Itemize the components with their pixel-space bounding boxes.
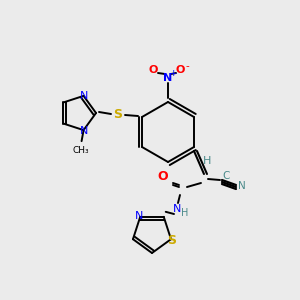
Text: N: N	[238, 181, 246, 191]
Text: N: N	[164, 73, 172, 83]
Text: S: S	[167, 234, 176, 247]
Text: -: -	[185, 61, 189, 71]
Text: O: O	[148, 65, 158, 75]
Text: +: +	[169, 68, 177, 77]
Text: N: N	[173, 204, 181, 214]
Text: N: N	[80, 91, 88, 101]
Text: O: O	[175, 65, 185, 75]
Text: N: N	[135, 211, 143, 221]
Text: C: C	[222, 171, 230, 181]
Text: H: H	[181, 208, 189, 218]
Text: S: S	[113, 109, 122, 122]
Text: O: O	[158, 170, 168, 184]
Text: H: H	[203, 156, 211, 166]
Text: CH₃: CH₃	[72, 146, 89, 154]
Text: N: N	[80, 126, 88, 136]
